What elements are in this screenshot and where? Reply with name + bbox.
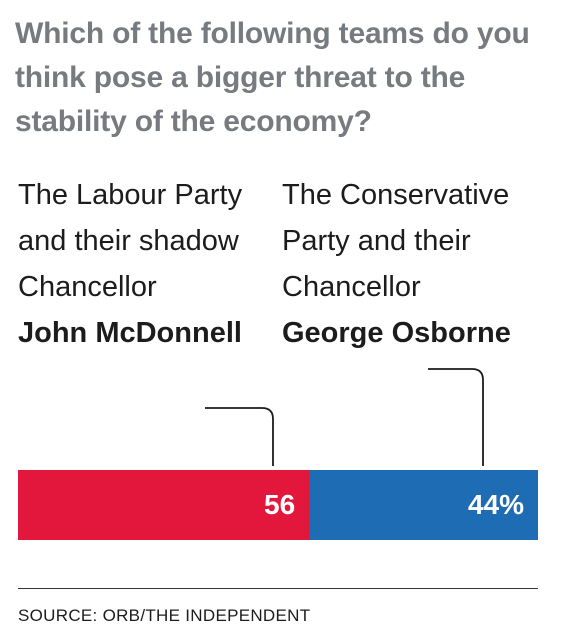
conservative-label-text: The Conservative Party and their Chancel…	[282, 179, 510, 303]
labour-connector-line	[205, 407, 274, 466]
conservative-value-label: 44%	[467, 489, 524, 520]
conservative-bar-segment: 44%	[309, 470, 538, 540]
labour-label-name: John McDonnell	[18, 317, 242, 349]
source-note: SOURCE: ORB/THE INDEPENDENT	[18, 606, 311, 625]
labour-bar-segment: 56	[18, 470, 310, 540]
labour-label: The Labour Party and their shadow Chance…	[18, 172, 268, 356]
stacked-bar: 56 44%	[18, 470, 538, 540]
chart-question: Which of the following teams do you thin…	[15, 17, 530, 138]
label-connectors	[205, 368, 484, 466]
labour-label-text: The Labour Party and their shadow Chance…	[18, 179, 243, 303]
conservative-label: The Conservative Party and their Chancel…	[282, 172, 552, 356]
source-divider	[18, 588, 538, 589]
conservative-label-name: George Osborne	[282, 317, 511, 349]
labour-value-label: 56	[264, 489, 296, 520]
conservative-connector-line	[428, 368, 484, 466]
